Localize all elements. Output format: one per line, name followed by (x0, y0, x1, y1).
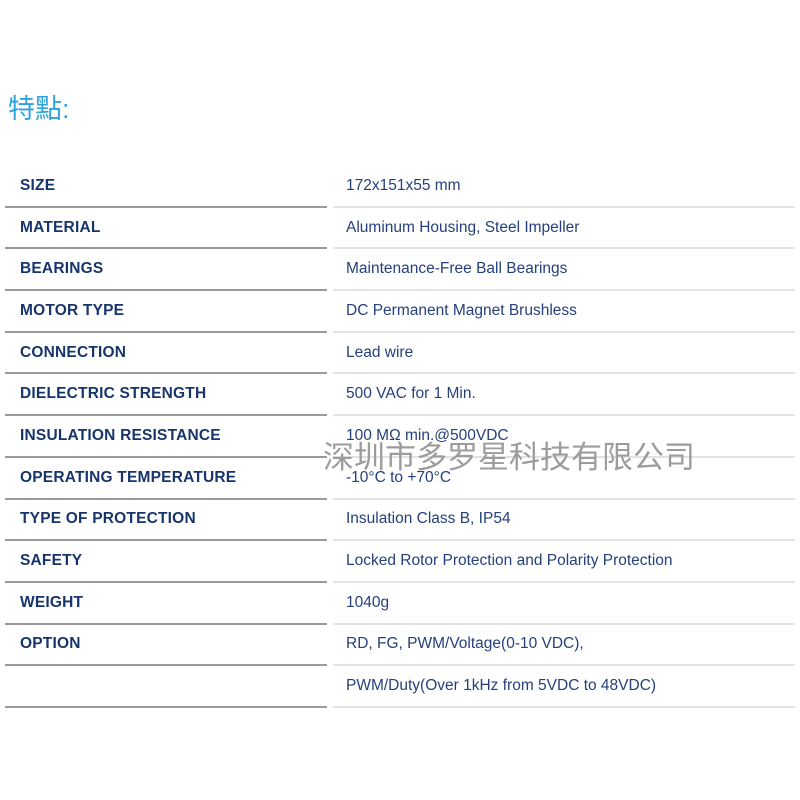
table-row: MATERIAL Aluminum Housing, Steel Impelle… (5, 208, 795, 250)
spec-label: OPERATING TEMPERATURE (5, 458, 327, 500)
table-row: OPTION RD, FG, PWM/Voltage(0-10 VDC), (5, 625, 795, 667)
spec-value: -10°C to +70°C (333, 458, 795, 500)
spec-value: RD, FG, PWM/Voltage(0-10 VDC), (333, 625, 795, 667)
table-row: CONNECTION Lead wire (5, 333, 795, 375)
table-row: TYPE OF PROTECTION Insulation Class B, I… (5, 500, 795, 542)
table-row: SIZE 172x151x55 mm (5, 166, 795, 208)
spec-label: OPTION (5, 625, 327, 667)
spec-label: BEARINGS (5, 249, 327, 292)
spec-value: DC Permanent Magnet Brushless (333, 291, 795, 333)
spec-label: MOTOR TYPE (5, 291, 327, 333)
spec-label: MATERIAL (5, 208, 327, 250)
table-row: BEARINGS Maintenance-Free Ball Bearings (5, 249, 795, 292)
spec-value: 100 MΩ min.@500VDC (333, 416, 795, 458)
spec-value: 172x151x55 mm (333, 166, 795, 208)
spec-value: Locked Rotor Protection and Polarity Pro… (333, 541, 795, 583)
spec-value: Insulation Class B, IP54 (333, 500, 795, 542)
table-row: SAFETY Locked Rotor Protection and Polar… (5, 541, 795, 583)
table-row: PWM/Duty(Over 1kHz from 5VDC to 48VDC) (5, 666, 795, 708)
spec-label: SIZE (5, 166, 327, 208)
spec-label: SAFETY (5, 541, 327, 583)
spec-value: Maintenance-Free Ball Bearings (333, 249, 795, 292)
spec-label: DIELECTRIC STRENGTH (5, 374, 327, 417)
page-title: 特點: (8, 94, 70, 124)
spec-label: INSULATION RESISTANCE (5, 416, 327, 458)
spec-value: 1040g (333, 583, 795, 625)
table-row: WEIGHT 1040g (5, 583, 795, 625)
spec-label: TYPE OF PROTECTION (5, 500, 327, 542)
spec-label: CONNECTION (5, 333, 327, 375)
spec-value: PWM/Duty(Over 1kHz from 5VDC to 48VDC) (333, 666, 795, 708)
table-row: DIELECTRIC STRENGTH 500 VAC for 1 Min. (5, 374, 795, 417)
table-row: INSULATION RESISTANCE 100 MΩ min.@500VDC (5, 416, 795, 458)
spec-value: 500 VAC for 1 Min. (333, 374, 795, 417)
spec-label: WEIGHT (5, 583, 327, 625)
table-row: OPERATING TEMPERATURE -10°C to +70°C (5, 458, 795, 500)
spec-value: Lead wire (333, 333, 795, 375)
spec-value: Aluminum Housing, Steel Impeller (333, 208, 795, 250)
spec-label (5, 666, 327, 708)
spec-table: SIZE 172x151x55 mm MATERIAL Aluminum Hou… (5, 166, 795, 708)
table-row: MOTOR TYPE DC Permanent Magnet Brushless (5, 291, 795, 333)
